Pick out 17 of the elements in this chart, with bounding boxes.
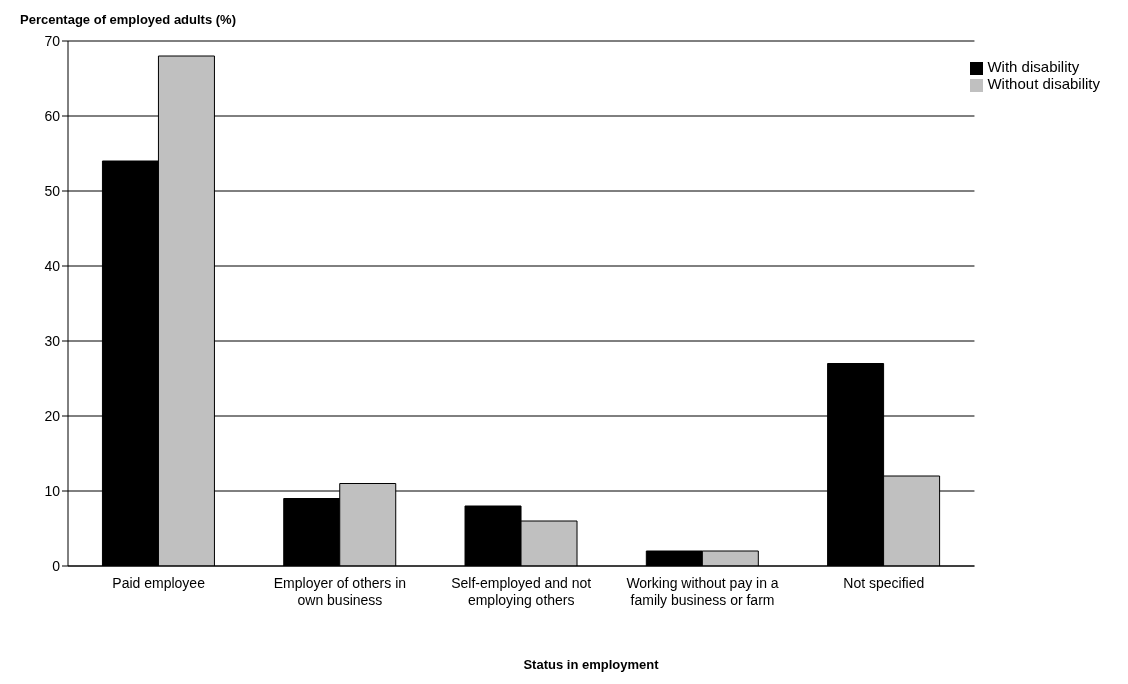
y-tick-label: 0 bbox=[52, 557, 61, 574]
x-tick-label: Self-employed and not employing others bbox=[451, 575, 592, 608]
y-tick-label: 60 bbox=[44, 107, 61, 124]
x-tick-label: Working without pay in a family business or farm bbox=[626, 575, 779, 608]
x-axis-title: Status in employment bbox=[522, 657, 660, 672]
y-tick-label: 30 bbox=[44, 332, 61, 349]
x-tick-label: Paid employee bbox=[112, 575, 206, 591]
x-tick-label: Not specified bbox=[843, 575, 925, 591]
y-axis-title: Percentage of employed adults (%) bbox=[20, 12, 236, 27]
y-tick-label: 40 bbox=[44, 257, 61, 274]
legend-label: Without disability bbox=[987, 75, 1100, 92]
y-tick-label: 10 bbox=[44, 482, 61, 499]
y-tick-label: 50 bbox=[44, 182, 61, 199]
y-tick-label: 70 bbox=[44, 32, 61, 49]
legend-label: With disability bbox=[987, 58, 1080, 75]
x-tick-label: Employer of others in own business bbox=[273, 575, 407, 608]
y-tick-label: 20 bbox=[44, 407, 61, 424]
